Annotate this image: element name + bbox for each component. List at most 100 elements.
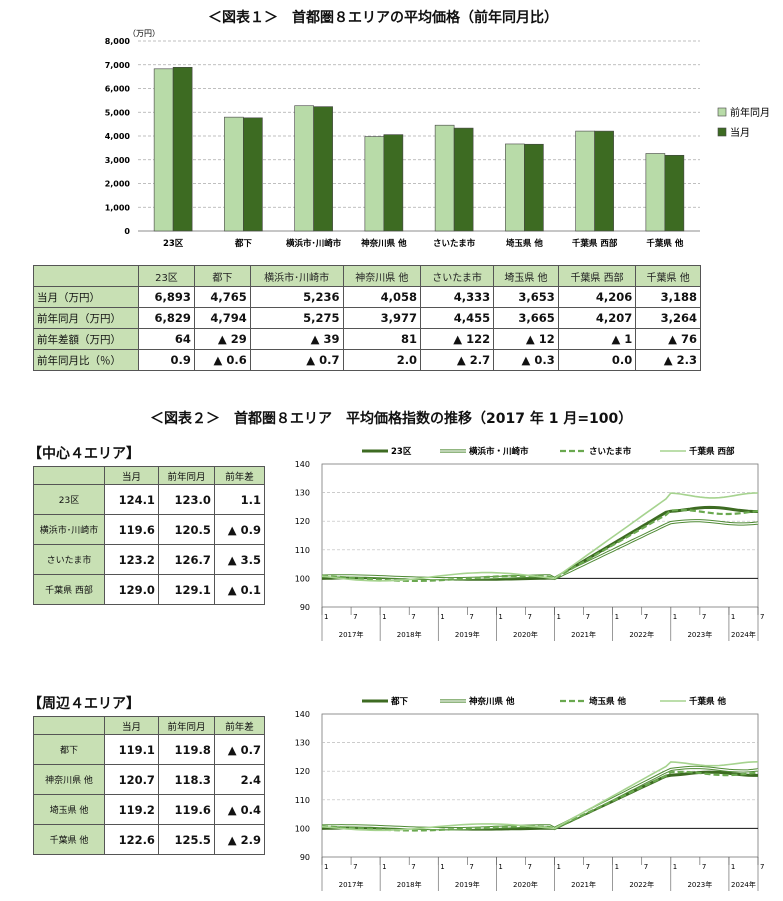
month-tick-label: 1: [673, 863, 677, 871]
table-row: 千葉県 西部 129.0 129.1 ▲ 0.1: [33, 574, 266, 605]
month-tick-label: 7: [586, 613, 590, 621]
table-row: 前年差額（万円） 64 ▲ 29 ▲ 39 81 ▲ 122 ▲ 12 ▲ 1 ▲ 76: [33, 328, 701, 350]
row-label: 都下: [33, 734, 105, 765]
month-tick-label: 1: [557, 863, 561, 871]
year-label: 2023年: [687, 630, 712, 639]
legend-swatch: [717, 107, 727, 117]
table-row: 23区 124.1 123.0 1.1: [33, 484, 266, 515]
bar-curr: [383, 134, 404, 232]
month-tick-label: 7: [353, 613, 357, 621]
table-cell: ▲ 1: [557, 328, 637, 350]
table-row: 埼玉県 他 119.2 119.6 ▲ 0.4: [33, 794, 266, 825]
legend-label: 横浜市・川崎市: [468, 446, 529, 457]
table-row: 千葉県 他 122.6 125.5 ▲ 2.9: [33, 824, 266, 855]
month-tick-label: 1: [440, 863, 444, 871]
table-cell: 3,264: [635, 307, 701, 329]
table-row: 横浜市･川崎市 119.6 120.5 ▲ 0.9: [33, 514, 266, 545]
table-cell: 123.2: [104, 544, 159, 575]
center-heading: 【中心４エリア】: [28, 446, 140, 462]
table-cell: 0.9: [138, 349, 195, 371]
table-cell: 124.1: [104, 484, 159, 515]
month-tick-label: 1: [440, 613, 444, 621]
legend-label: さいたま市: [589, 446, 632, 457]
year-label: 2024年: [731, 630, 756, 639]
table-cell: 4,206: [557, 286, 637, 308]
y-tick-label: 1,000: [105, 203, 131, 212]
plot-frame: [321, 463, 759, 608]
month-tick-label: 7: [760, 863, 764, 871]
x-tick-label: 千葉県 西部: [572, 238, 618, 249]
row-label: さいたま市: [33, 544, 105, 575]
table-cell: 4,207: [557, 307, 637, 329]
month-tick-label: 1: [324, 613, 328, 621]
bar-prev: [153, 68, 174, 232]
legend-label: 埼玉県 他: [589, 696, 626, 707]
row-label: 23区: [33, 484, 105, 515]
y-tick-label: 4,000: [105, 132, 131, 141]
table-row: 都下 119.1 119.8 ▲ 0.7: [33, 734, 266, 765]
bar-prev: [294, 105, 314, 232]
bar-prev: [364, 136, 385, 232]
x-tick-label: さいたま市: [433, 238, 476, 249]
series-line: [321, 492, 759, 582]
table-row: 当月（万円） 6,893 4,765 5,236 4,058 4,333 3,653 4,20…: [33, 286, 701, 308]
legend-label: 23区: [391, 447, 412, 457]
bar-prev: [224, 116, 244, 232]
row-label: 前年同月比（％）: [33, 349, 139, 371]
year-label: 2023年: [687, 880, 712, 889]
table-cell: 6,829: [138, 307, 195, 329]
bar-curr: [524, 143, 544, 232]
periph-heading: 【周辺４エリア】: [28, 696, 140, 712]
year-label: 2021年: [571, 630, 596, 639]
x-tick-label: 埼玉県 他: [506, 238, 543, 249]
column-header: 前年差: [213, 466, 266, 485]
bar-curr: [453, 127, 474, 232]
month-tick-label: 7: [353, 863, 357, 871]
table-cell: 119.2: [104, 794, 159, 825]
month-tick-label: 7: [527, 613, 531, 621]
x-tick-label: 都下: [234, 238, 253, 249]
table-cell: 3,977: [342, 307, 422, 329]
x-tick-label: 横浜市･川崎市: [285, 238, 342, 249]
corner-cell: [33, 466, 105, 485]
table-cell: 119.6: [157, 794, 215, 825]
bar-prev: [575, 130, 595, 232]
legend-swatch: [717, 127, 727, 137]
table-cell: 3,653: [493, 286, 559, 308]
table-cell: 4,333: [420, 286, 495, 308]
legend-label: 当月: [730, 126, 750, 139]
year-label: 2017年: [339, 630, 364, 639]
table-cell: 5,275: [249, 307, 344, 329]
fig2-title: ＜図表２＞ 首都圏８エリア 平均価格指数の推移（2017 年 1 月=100）: [150, 411, 633, 427]
y-tick-label: 140: [295, 460, 310, 469]
price-table-header: 23区 都下 横浜市･川崎市 神奈川県 他さいたま市 埼玉県 他千葉県 西部 千葉県 他: [33, 265, 701, 287]
month-tick-label: 1: [324, 863, 328, 871]
year-label: 2019年: [455, 880, 480, 889]
table-cell: 129.1: [157, 574, 215, 605]
year-label: 2021年: [571, 880, 596, 889]
column-header: 23区: [138, 265, 195, 287]
table-header: 当月 前年同月 前年差: [33, 466, 266, 485]
y-tick-label: 90: [300, 853, 310, 862]
table-cell: ▲ 12: [493, 328, 559, 350]
month-tick-label: 7: [469, 863, 473, 871]
y-tick-label: 100: [295, 824, 310, 833]
table-cell: ▲ 2.7: [420, 349, 495, 371]
month-tick-label: 7: [527, 863, 531, 871]
table-cell: ▲ 2.3: [635, 349, 701, 371]
column-header: 神奈川県 他: [342, 265, 422, 287]
y-tick-label: 0: [124, 227, 130, 236]
table-cell: ▲ 122: [420, 328, 495, 350]
table-row: 前年同月（万円） 6,829 4,794 5,275 3,977 4,455 3,665 4,…: [33, 307, 701, 329]
month-tick-label: 1: [615, 863, 619, 871]
table-cell: 5,236: [249, 286, 344, 308]
series-line: [321, 765, 759, 831]
table-cell: 125.5: [157, 824, 215, 855]
month-tick-label: 7: [644, 863, 648, 871]
year-label: 2022年: [629, 880, 654, 889]
table-cell: ▲ 0.3: [493, 349, 559, 371]
periph-table: 当月 前年同月 前年差 都下 119.1 119.8 ▲ 0.7 神奈川県 他 120.7 118…: [33, 716, 266, 855]
legend-label: 前年同月: [730, 106, 770, 119]
month-tick-label: 1: [731, 863, 735, 871]
table-cell: 1.1: [213, 484, 266, 515]
